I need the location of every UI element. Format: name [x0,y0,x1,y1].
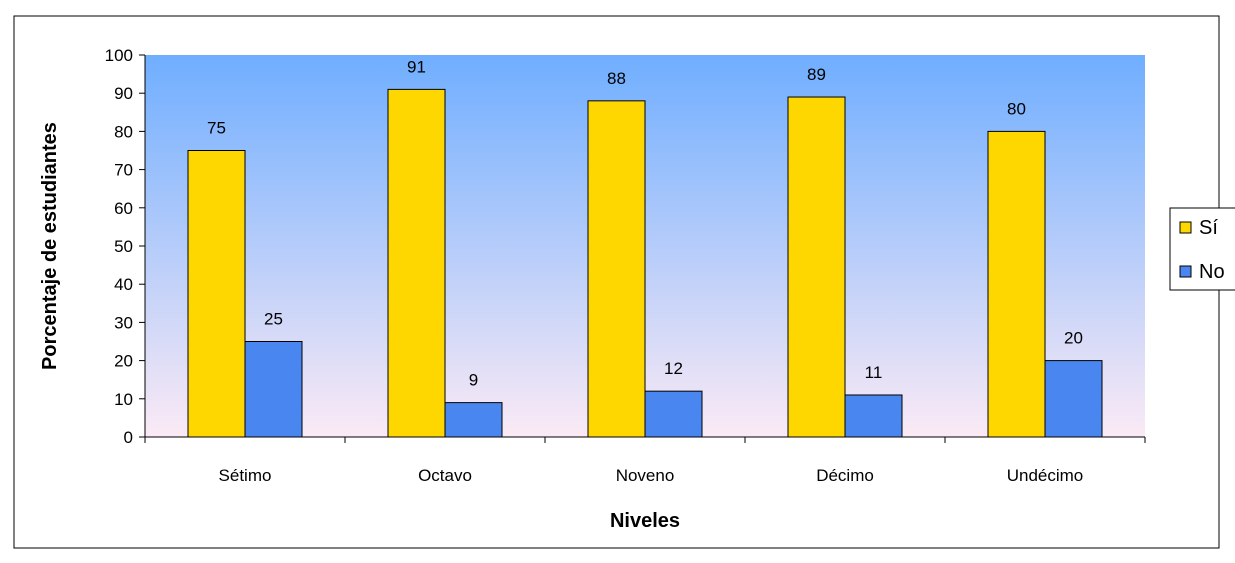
bar-no [244,341,303,438]
y-tick-label: 30 [114,313,133,332]
legend-label-no: No [1199,261,1225,283]
data-label: 91 [407,57,426,76]
bar-si [187,150,246,438]
data-label: 9 [469,371,478,390]
data-label: 88 [607,69,626,88]
y-tick-label: 100 [105,46,133,65]
legend-label-si: Sí [1199,217,1218,239]
category-label: Octavo [418,466,472,485]
data-label: 20 [1064,329,1083,348]
data-label: 75 [207,119,226,138]
data-label: 25 [264,310,283,329]
data-label: 80 [1007,99,1026,118]
y-axis-title: Porcentaje de estudiantes [39,122,61,370]
category-label: Sétimo [219,466,272,485]
bar-si [587,100,646,438]
bar-si [787,96,846,438]
bar-no [644,390,703,438]
y-tick-label: 0 [124,428,133,447]
bar-si [987,130,1046,438]
category-label: Décimo [816,466,874,485]
bar-no [444,402,503,438]
bar-si [387,88,446,438]
y-tick-label: 20 [114,352,133,371]
legend-swatch-no [1179,265,1192,278]
ticks-layer [139,54,1146,443]
y-tick-label: 50 [114,237,133,256]
legend: Sí No [1169,207,1235,291]
y-tick-label: 80 [114,122,133,141]
data-label: 11 [865,363,883,382]
y-tick-label: 40 [114,275,133,294]
bar-no [844,394,903,438]
category-label: Undécimo [1007,466,1084,485]
labels-layer: 0102030405060708090100Sétimo7525Octavo91… [105,46,1084,485]
bar-no [1044,360,1103,438]
category-label: Noveno [616,466,675,485]
y-tick-label: 10 [114,390,133,409]
data-label: 12 [664,359,683,378]
y-tick-label: 60 [114,199,133,218]
y-tick-label: 90 [114,84,133,103]
data-label: 89 [807,65,826,84]
legend-swatch-si [1179,221,1192,234]
y-tick-label: 70 [114,161,133,180]
x-axis-title: Niveles [610,510,680,532]
bars-layer [187,88,1103,438]
